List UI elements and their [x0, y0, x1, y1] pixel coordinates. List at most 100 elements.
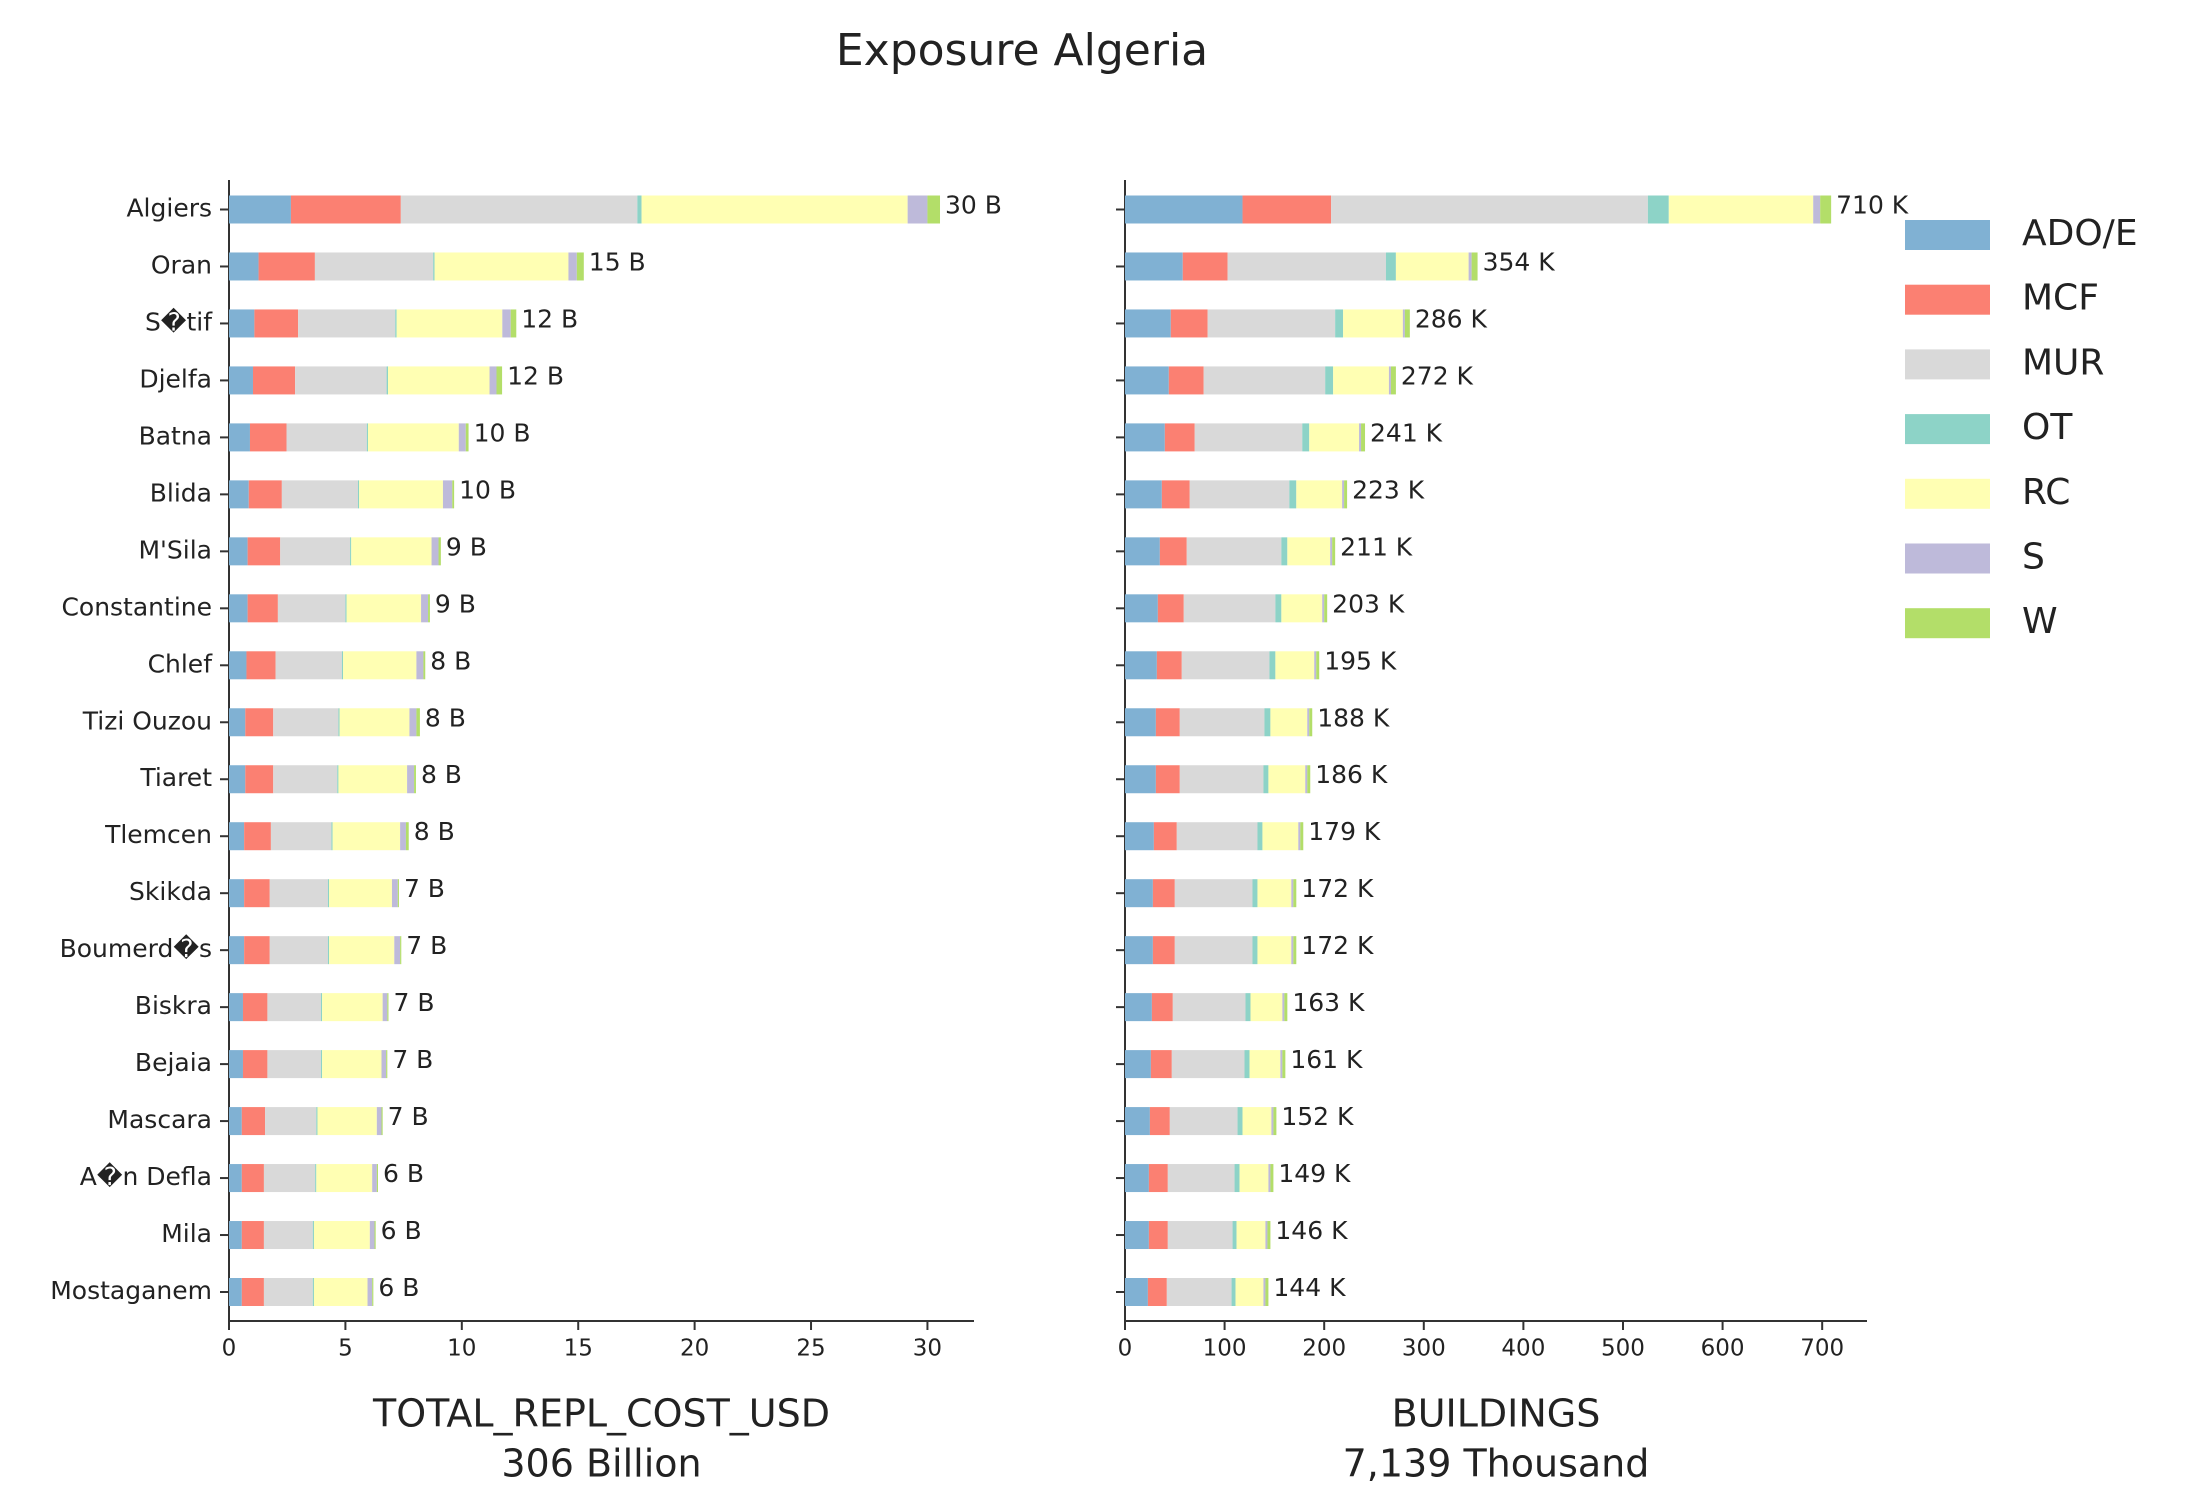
bar-segment	[1668, 195, 1814, 224]
bar-segment	[397, 879, 399, 908]
bar-segment	[407, 765, 415, 794]
bar-segment	[329, 879, 392, 908]
bar-segment	[1164, 423, 1195, 452]
bar-segment	[1281, 537, 1288, 566]
y-tick-label: Boumerd�s	[60, 934, 212, 963]
bar-segment	[320, 993, 323, 1022]
bar-segment	[332, 822, 401, 851]
bar-segment	[1244, 1050, 1250, 1079]
total-label: 7 B	[393, 988, 434, 1017]
bar-segment	[405, 822, 409, 851]
bar-segment	[367, 1278, 373, 1306]
bar-segment	[1263, 765, 1269, 794]
bar-segment	[394, 936, 401, 965]
x-tick-label: 200	[1302, 1336, 1346, 1362]
bar-segment	[1161, 480, 1190, 509]
bar-segment	[1269, 651, 1276, 680]
bar-segment	[1359, 423, 1362, 452]
bar-segment	[245, 708, 274, 737]
bar-segment	[343, 651, 417, 680]
bar-segment	[1239, 1164, 1269, 1193]
legend-label: MUR	[2022, 342, 2104, 383]
bar-segment	[337, 765, 339, 794]
bar-segment	[247, 594, 278, 623]
bar-segment	[434, 252, 569, 281]
bar-segment	[312, 1221, 314, 1250]
bar-segment	[1125, 195, 1243, 224]
bar-segment	[1194, 423, 1303, 452]
y-tick-label: Blida	[150, 478, 212, 507]
bar-segment	[1166, 1278, 1232, 1306]
bar-segment	[252, 366, 296, 395]
bar-segment	[369, 1221, 375, 1250]
bar-segment	[258, 252, 315, 281]
bar-segment	[1125, 993, 1152, 1022]
bar-segment	[1344, 480, 1348, 509]
bar-segment	[1148, 1164, 1168, 1193]
bar-segment	[290, 195, 401, 224]
bar-segment	[1307, 708, 1310, 737]
bar-segment	[1291, 936, 1294, 965]
y-tick-label: Tlemcen	[104, 820, 212, 849]
bar-segment	[298, 309, 396, 338]
total-label: 146 K	[1275, 1216, 1348, 1245]
bar-segment	[273, 765, 338, 794]
bar-segment	[1257, 879, 1292, 908]
bar-segment	[374, 1221, 376, 1250]
bar-segment	[317, 1107, 377, 1136]
bar-segment	[395, 309, 397, 338]
y-tick-label: Tizi Ouzou	[82, 706, 212, 735]
bar-segment	[409, 708, 417, 737]
bar-segment	[1270, 1164, 1274, 1193]
y-tick-label: Oran	[151, 250, 212, 279]
total-label: 6 B	[378, 1273, 419, 1302]
bar-segment	[338, 765, 408, 794]
bar-segment	[416, 708, 420, 737]
bar-segment	[1167, 1164, 1235, 1193]
y-tick-label: Bejaia	[135, 1048, 212, 1077]
total-label: 6 B	[381, 1216, 422, 1245]
bar-segment	[496, 366, 503, 395]
bar-segment	[423, 651, 426, 680]
bar-segment	[1125, 423, 1165, 452]
bar-segment	[229, 822, 245, 851]
bar-segment	[273, 708, 339, 737]
bar-segment	[1152, 936, 1175, 965]
x-tick-label: 700	[1800, 1336, 1844, 1362]
bar-segment	[229, 651, 247, 680]
bar-segment	[1262, 822, 1299, 851]
bar-segment	[1280, 1050, 1283, 1079]
bar-segment	[1151, 993, 1173, 1022]
bar-segment	[1322, 594, 1325, 623]
total-label: 12 B	[521, 304, 578, 333]
bar-segment	[313, 1221, 370, 1250]
y-tick-label: Mostaganem	[50, 1276, 212, 1305]
legend-swatch	[1905, 543, 1990, 574]
bar-segment	[229, 1050, 243, 1079]
total-label: 8 B	[414, 817, 455, 846]
bar-segment	[386, 1050, 388, 1079]
legend-label: S	[2022, 537, 2045, 578]
total-label: 8 B	[430, 646, 471, 675]
bar-segment	[331, 822, 333, 851]
legend-swatch	[1905, 478, 1990, 509]
bar-segment	[1149, 1107, 1170, 1136]
figure-title: Exposure Algeria	[836, 25, 1208, 76]
total-label: 9 B	[435, 589, 476, 618]
bar-segment	[1234, 1164, 1240, 1193]
bar-segment	[431, 537, 439, 566]
bar-segment	[313, 1278, 368, 1306]
bar-segment	[229, 252, 259, 281]
bar-segment	[269, 879, 328, 908]
bar-segment	[1268, 1164, 1271, 1193]
bar-segment	[248, 480, 282, 509]
bar-segment	[1227, 252, 1386, 281]
bar-segment	[1125, 708, 1156, 737]
y-tick-label: Chlef	[148, 649, 214, 678]
bar-segment	[1257, 822, 1263, 851]
bar-segment	[359, 480, 443, 509]
bar-segment	[465, 423, 469, 452]
bar-segment	[502, 309, 511, 338]
bar-segment	[1647, 195, 1669, 224]
